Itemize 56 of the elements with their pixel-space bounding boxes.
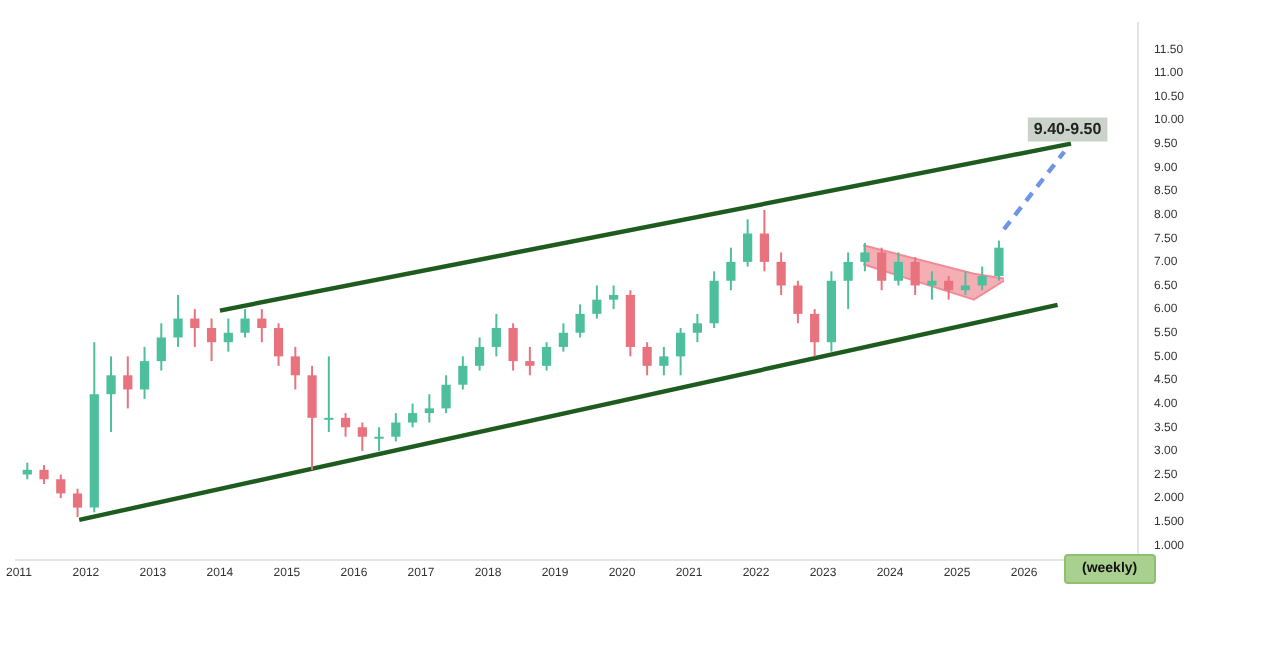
- candlestick: [324, 355, 334, 433]
- candlestick: [609, 284, 619, 311]
- candlestick: [893, 251, 904, 287]
- candlestick: [960, 270, 971, 296]
- candlestick: [709, 270, 719, 330]
- annotation: 9.40-9.50: [1033, 119, 1103, 138]
- candlestick: [391, 412, 401, 443]
- candlestick: [340, 412, 351, 438]
- candlestick: [491, 312, 501, 358]
- candlestick: [257, 308, 267, 344]
- candlestick: [307, 364, 317, 471]
- candlestick: [592, 284, 602, 320]
- candlestick: [240, 308, 250, 339]
- candlestick: [944, 275, 954, 301]
- candlestick: [558, 322, 568, 353]
- candlestick: [106, 355, 116, 433]
- candlestick: [927, 270, 937, 301]
- candlestick: [726, 246, 736, 292]
- candlestick: [407, 402, 418, 429]
- candlestick: [692, 312, 702, 344]
- candlestick: [123, 355, 133, 410]
- candlestick: [508, 322, 518, 372]
- candlestick: [223, 317, 233, 353]
- candlestick: [458, 355, 468, 391]
- candlestick: [676, 327, 686, 377]
- candlestick: [843, 251, 853, 311]
- candlestick: [290, 345, 300, 391]
- candlestick: [56, 473, 66, 500]
- candlestick: [860, 241, 870, 273]
- candlestick: [877, 246, 887, 292]
- candlestick: [424, 393, 434, 424]
- candlestick: [156, 322, 166, 372]
- candlestick: [173, 293, 183, 348]
- candlestick: [793, 279, 803, 325]
- candlestick: [776, 251, 786, 296]
- candlestick: [977, 265, 987, 292]
- candlestick: [642, 341, 652, 377]
- candlestick: [190, 308, 200, 348]
- candlestick: [374, 426, 384, 452]
- candlestick: [206, 317, 217, 363]
- candlestick: [39, 464, 49, 485]
- candlestick: [357, 421, 367, 452]
- candlestick: [743, 218, 753, 268]
- candlestick: [994, 239, 1004, 282]
- candlestick: [525, 345, 535, 377]
- candlestick: [575, 303, 585, 339]
- candlestick: [759, 208, 769, 273]
- candlestick: [542, 341, 552, 372]
- candlestick: [72, 487, 83, 519]
- candlestick: [139, 345, 150, 400]
- candlestick: [273, 322, 284, 367]
- candlestick: [810, 308, 820, 358]
- candlestick: [441, 374, 451, 415]
- candlestick: [474, 336, 485, 372]
- candlestick: [910, 256, 920, 296]
- candlestick: [659, 345, 669, 377]
